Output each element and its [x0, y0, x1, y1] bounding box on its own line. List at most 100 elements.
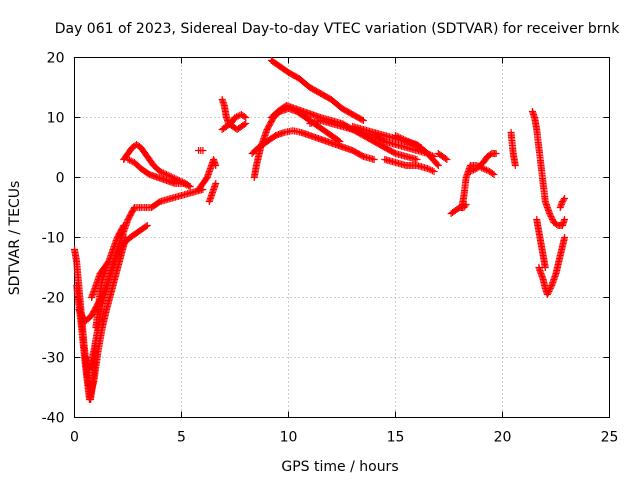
data-point: [174, 176, 182, 184]
data-point: [547, 213, 555, 220]
series-arc27: [528, 108, 569, 229]
data-point: [433, 160, 441, 168]
data-point: [370, 156, 378, 163]
data-point: [169, 174, 177, 181]
data-point: [427, 166, 435, 174]
series-arc30: [556, 195, 569, 211]
data-point: [183, 181, 191, 189]
data-point: [482, 166, 490, 174]
series-arc23: [447, 201, 470, 217]
y-tick-label: -20: [42, 291, 65, 307]
data-point: [544, 289, 552, 297]
data-point: [212, 162, 220, 169]
data-point: [409, 140, 417, 148]
data-point: [119, 223, 127, 231]
data-point: [143, 222, 151, 229]
series-arc15: [248, 127, 378, 163]
data-point: [120, 222, 128, 229]
data-point: [240, 113, 248, 120]
data-point: [163, 171, 171, 178]
x-axis-label: GPS time / hours: [281, 459, 398, 475]
data-point: [430, 168, 438, 175]
series-arc24: [458, 162, 498, 211]
y-tick-label: 20: [47, 51, 65, 67]
data-point: [559, 196, 567, 204]
data-point: [416, 143, 424, 151]
y-tick-label: -30: [42, 351, 65, 367]
series-arc18: [306, 117, 438, 160]
series-arc10: [205, 180, 220, 205]
series-arc25: [466, 150, 500, 175]
data-point: [186, 183, 194, 190]
data-point: [543, 291, 551, 298]
data-point: [393, 132, 401, 140]
data-point: [358, 116, 366, 124]
data-point: [561, 234, 569, 241]
chart-title: Day 061 of 2023, Sidereal Day-to-day VTE…: [55, 21, 620, 37]
data-point: [425, 165, 433, 173]
series-arc26: [507, 129, 519, 169]
series-arc13: [218, 111, 250, 133]
data-point: [184, 182, 192, 190]
data-point: [548, 216, 556, 223]
data-point: [468, 167, 476, 175]
series-arc09: [195, 156, 220, 193]
data-point: [492, 150, 500, 157]
data-point: [490, 171, 498, 178]
series-arc11: [195, 147, 207, 154]
data-point: [511, 162, 519, 169]
data-point: [411, 141, 419, 148]
data-point: [561, 216, 569, 223]
series-arc17: [267, 57, 367, 124]
data-point: [546, 211, 554, 219]
data-point: [408, 139, 416, 147]
data-point: [481, 165, 489, 173]
data-point: [406, 138, 414, 146]
x-tick-label: 5: [177, 430, 186, 446]
data-point: [359, 117, 367, 124]
data-point: [428, 167, 436, 175]
data-point: [159, 169, 167, 177]
data-point: [242, 114, 250, 121]
axis-ticks: 0 5 10 15 20 25 -40 -30 -20 -10 0 10 20: [42, 51, 619, 446]
series-arc07: [120, 141, 194, 190]
data-point: [547, 283, 555, 291]
data-point: [398, 135, 406, 142]
data-point: [403, 137, 411, 145]
x-tick-label: 20: [494, 430, 512, 446]
data-point: [161, 170, 169, 178]
data-point: [126, 156, 134, 164]
series-arc29: [535, 234, 569, 298]
data-point: [395, 133, 403, 141]
x-tick-label: 15: [387, 430, 405, 446]
data-point: [470, 166, 478, 174]
data-point: [142, 222, 150, 230]
series-arc20: [381, 156, 438, 175]
data-point: [172, 175, 180, 183]
data-point: [231, 114, 239, 121]
data-point: [412, 141, 420, 149]
y-tick-label: -40: [42, 411, 65, 427]
data-point: [124, 156, 132, 163]
series-arc21: [392, 132, 425, 151]
data-point: [242, 120, 250, 127]
data-point: [158, 168, 166, 176]
data-point: [127, 157, 135, 165]
data-point: [400, 135, 408, 143]
data-point: [541, 264, 549, 271]
data-point: [199, 147, 207, 154]
data-point: [401, 136, 409, 144]
data-point: [546, 286, 554, 294]
data-point: [466, 168, 474, 175]
data-point: [545, 288, 553, 295]
data-point: [212, 180, 220, 187]
data-points: [71, 57, 569, 403]
data-point: [413, 156, 421, 163]
data-point: [424, 165, 432, 172]
data-point: [546, 210, 554, 217]
data-point: [443, 156, 451, 163]
data-point: [180, 180, 188, 187]
data-point: [103, 264, 111, 271]
x-tick-label: 0: [70, 430, 79, 446]
